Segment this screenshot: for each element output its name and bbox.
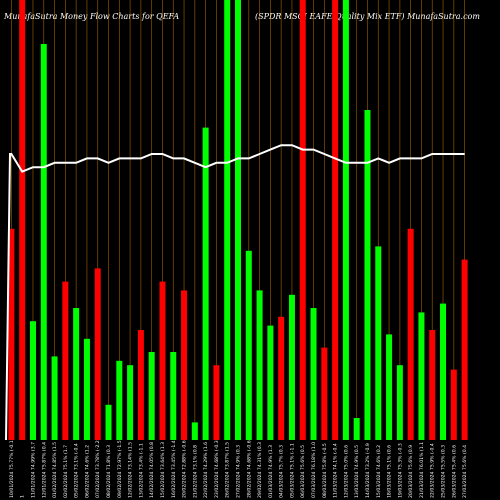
x-tick-label: 15/02/2024 73.64% (1.3 xyxy=(160,442,166,498)
bar-down xyxy=(461,259,468,440)
bar-down xyxy=(332,0,339,440)
x-tick-label: 25/03/2024 75.5% (0.3 xyxy=(441,445,447,498)
x-tick-label: 12/03/2024 75.0% (0.6 xyxy=(343,445,349,498)
x-tick-label: 07/02/2024 73.78% (-2.2 xyxy=(95,440,101,498)
bar-down xyxy=(159,281,166,440)
x-tick-label: 1 xyxy=(20,495,26,498)
x-tick-label: 27/03/2024 75.6% (0.4 xyxy=(462,445,468,498)
bar-down xyxy=(429,330,436,440)
bar-up xyxy=(256,290,263,440)
bar-down xyxy=(181,290,188,440)
bar-down xyxy=(62,281,69,440)
bar-down xyxy=(278,316,285,440)
x-tick-label: 23/02/2024 74.68% (-0.3 xyxy=(214,440,220,498)
bar-up xyxy=(396,365,403,440)
bar-up xyxy=(51,356,58,440)
x-tick-label: 13/02/2024 73.4% (-1.1 xyxy=(138,443,144,498)
x-tick-label: 19/03/2024 75.3% (-0.3 xyxy=(397,443,403,498)
x-tick-label: 15/03/2024 74.6% (0.2 xyxy=(376,445,382,498)
x-tick-label: 08/02/2024 71.8% (0.3 xyxy=(106,445,112,498)
x-tick-label: 12/01/2024 75.87% (0.4 xyxy=(41,442,47,498)
bar-up xyxy=(170,352,177,440)
x-tick-label: 21/03/2024 76.01% (1.1 xyxy=(419,442,425,498)
bar-up xyxy=(353,418,360,440)
x-tick-label: 22/03/2024 75.9% (-0.4 xyxy=(430,443,436,498)
bar-down xyxy=(137,330,144,440)
x-tick-label: 13/03/2024 74.9% (0.5 xyxy=(354,445,360,498)
bar-up xyxy=(83,338,90,440)
x-tick-label: 18/03/2024 75.1% (0.6 xyxy=(387,445,393,498)
x-tick-label: 05/02/2024 73.1% (-0.4 xyxy=(74,443,80,498)
bar-up xyxy=(288,294,295,440)
bar-up xyxy=(342,0,349,440)
x-tick-labels: 10/01/2024 75.77% (-0.1 1 11/01/2024 74.99… xyxy=(9,440,468,498)
bar-down xyxy=(407,228,414,440)
x-tick-label: 26/03/2024 75.4% (0.6 xyxy=(451,445,457,498)
bar-up xyxy=(418,312,425,440)
bar-up xyxy=(245,250,252,440)
bar-up xyxy=(224,0,231,440)
bar-up xyxy=(127,365,134,440)
x-tick-label: 06/03/2024 75.6% (0.5 xyxy=(300,445,306,498)
x-tick-label: 10/01/2024 75.77% (-0.1 xyxy=(9,440,15,498)
bar-down xyxy=(213,365,220,440)
bar-up xyxy=(440,303,447,440)
x-tick-label: 08/03/2024 75.8% (-0.5 xyxy=(322,443,328,498)
bar-up xyxy=(375,246,382,440)
x-tick-label: 14/02/2024 74.05% (0.8 xyxy=(149,442,155,498)
x-tick-label: 20/03/2024 75.6% (0.9 xyxy=(408,445,414,498)
x-tick-label: 14/03/2024 73.2% (-0.9 xyxy=(365,443,371,498)
x-tick-label: 28/02/2024 74.68% (-0.6 xyxy=(246,440,252,498)
x-tick-label: 16/02/2024 73.45% (-1.4 xyxy=(171,440,177,498)
x-tick-label: 06/02/2024 74.6% (1.2 xyxy=(84,445,90,498)
x-tick-label: 22/02/2024 74.29% (1.6 xyxy=(203,442,209,498)
x-tick-label: 05/03/2024 75.1% (-1.1 xyxy=(289,443,295,498)
bar-down xyxy=(8,228,15,440)
price-line xyxy=(5,144,465,441)
bar-up xyxy=(116,360,123,440)
chart-title: MunafaSutra Money Flow Charts for QEFA xyxy=(4,12,180,21)
x-tick-label: 02/02/2024 75.1% (1.7 xyxy=(63,445,69,498)
x-tick-label: 12/02/2024 73.14% (1.5 xyxy=(128,442,134,498)
bar-up xyxy=(148,352,155,440)
bar-up xyxy=(105,404,112,440)
bar-up xyxy=(310,308,317,440)
bar-up xyxy=(40,44,47,440)
bar-up xyxy=(267,325,274,440)
x-tick-label: 01/02/2024 74.85% (1.5 xyxy=(52,442,58,498)
x-tick-label: 20/02/2024 72.88% (-0.6 xyxy=(182,440,188,498)
x-tick-label: 01/03/2024 74.9% (1.3 xyxy=(268,445,274,498)
bar-down xyxy=(450,369,457,440)
x-tick-label: 26/02/2024 73.87% (1.5 xyxy=(225,442,231,498)
x-tick-label: 09/02/2024 72.97% (-1.5 xyxy=(117,440,123,498)
bar-down xyxy=(299,0,306,440)
x-tick-label: 11/01/2024 74.99% (3.7 xyxy=(30,442,36,498)
bar-down xyxy=(19,0,26,440)
bar-down xyxy=(321,347,328,440)
bar-down xyxy=(94,268,101,440)
x-tick-label: 27/02/2024 74.9% (0.3 xyxy=(236,445,242,498)
x-tick-label: 11/03/2024 74.1% (-0.4 xyxy=(333,443,339,498)
bar-up xyxy=(386,334,393,440)
x-tick-label: 04/03/2024 75.7% (0.3 xyxy=(279,445,285,498)
x-tick-label: 21/02/2024 73.1% (0.8 xyxy=(192,445,198,498)
bar-up xyxy=(235,0,241,440)
bar-up xyxy=(73,308,80,440)
bar-up xyxy=(202,127,209,440)
bar-up xyxy=(29,321,36,440)
bars xyxy=(8,0,468,440)
bar-up xyxy=(364,110,371,440)
bar-up xyxy=(191,422,198,440)
x-tick-label: 07/03/2024 76.18% (1.0 xyxy=(311,442,317,498)
x-tick-label: 29/02/2024 74.31% (0.3 xyxy=(257,442,263,498)
